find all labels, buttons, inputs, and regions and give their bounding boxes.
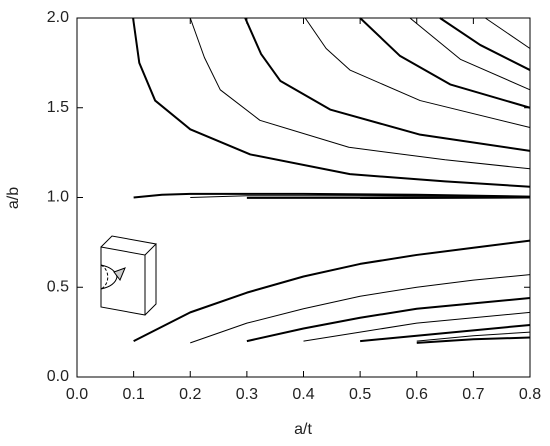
y-tick-label: 0.0 [47,368,69,385]
y-tick-label: 0.5 [47,278,69,295]
line [189,17,531,170]
line [244,17,531,152]
line [132,17,531,188]
x-axis-label: a/t [294,421,312,438]
line [303,311,531,342]
x-tick-label: 0.8 [519,386,541,403]
x-tick-label: 0.3 [236,386,258,403]
line [360,323,531,343]
line [133,192,531,199]
line [246,297,531,343]
line [133,239,531,342]
y-tick-label: 2.0 [47,9,69,26]
y-axis-label: a/b [5,187,22,209]
line [190,195,531,198]
line [409,17,531,91]
x-tick-label: 0.1 [123,386,145,403]
x-tick-label: 0.5 [349,386,371,403]
x-tick-label: 0.7 [462,386,484,403]
x-tick-label: 0.2 [179,386,201,403]
line [190,274,531,344]
line [304,17,531,128]
line [359,17,531,109]
y-tick-label: 1.0 [47,189,69,206]
x-tick-label: 0.4 [292,386,314,403]
y-tick-label: 1.5 [47,99,69,116]
line [416,331,531,342]
line [439,17,531,71]
x-tick-label: 0.0 [66,386,88,403]
inset-specimen [100,235,158,316]
x-tick-label: 0.6 [406,386,428,403]
line [416,336,531,344]
line [360,196,531,200]
line [484,17,531,49]
